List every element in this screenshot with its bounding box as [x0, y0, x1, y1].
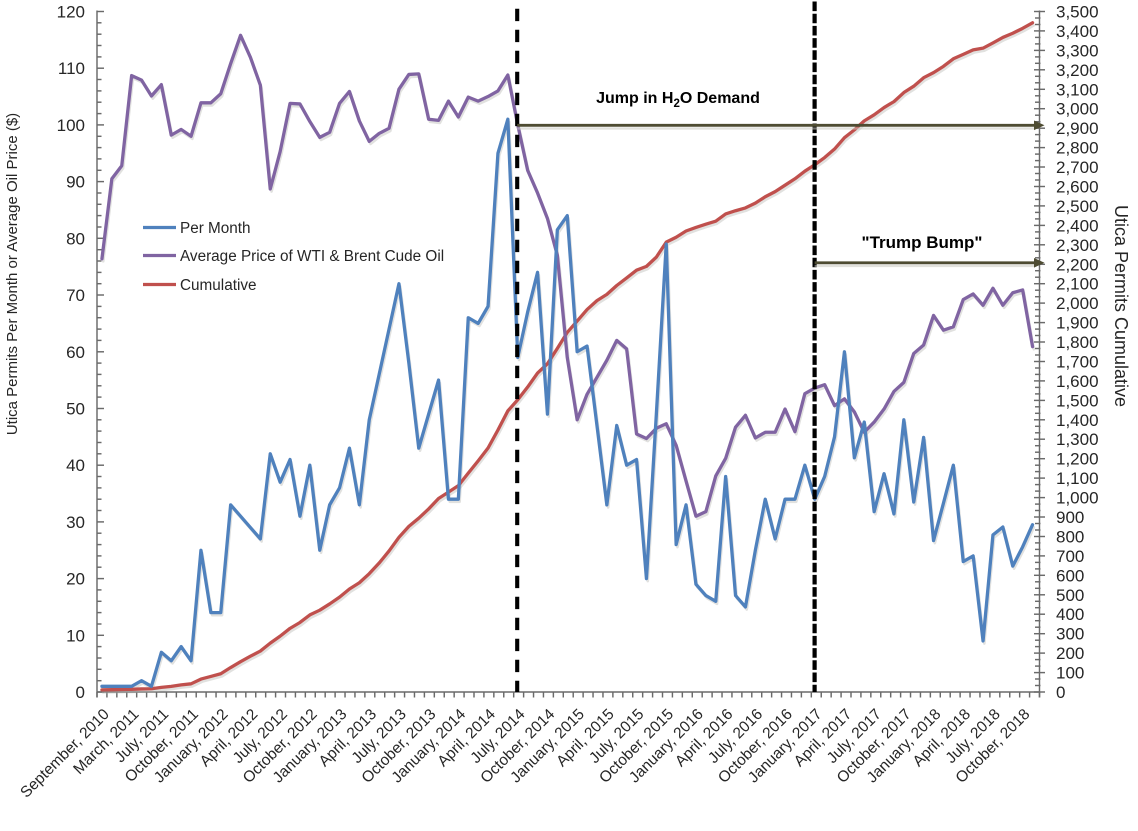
svg-text:1,600: 1,600 [1056, 372, 1099, 391]
svg-text:40: 40 [66, 456, 85, 475]
svg-text:2,500: 2,500 [1056, 197, 1099, 216]
svg-text:2,100: 2,100 [1056, 275, 1099, 294]
svg-text:800: 800 [1056, 528, 1084, 547]
svg-text:0: 0 [76, 683, 85, 702]
svg-text:3,400: 3,400 [1056, 22, 1099, 41]
svg-text:2,700: 2,700 [1056, 158, 1099, 177]
svg-text:3,100: 3,100 [1056, 80, 1099, 99]
svg-text:1,200: 1,200 [1056, 450, 1099, 469]
svg-text:2,200: 2,200 [1056, 255, 1099, 274]
svg-text:"Trump Bump": "Trump Bump" [862, 233, 983, 252]
svg-text:500: 500 [1056, 586, 1084, 605]
svg-text:Cumulative: Cumulative [180, 277, 257, 294]
svg-text:90: 90 [66, 173, 85, 192]
svg-text:120: 120 [57, 3, 85, 22]
svg-text:200: 200 [1056, 644, 1084, 663]
svg-text:100: 100 [57, 116, 85, 135]
svg-text:1,300: 1,300 [1056, 430, 1099, 449]
svg-text:2,400: 2,400 [1056, 216, 1099, 235]
svg-text:60: 60 [66, 343, 85, 362]
svg-text:1,800: 1,800 [1056, 333, 1099, 352]
svg-text:Per Month: Per Month [180, 220, 251, 237]
svg-text:Jump in H2O Demand: Jump in H2O Demand [596, 90, 760, 110]
svg-text:700: 700 [1056, 547, 1084, 566]
svg-text:300: 300 [1056, 625, 1084, 644]
svg-text:2,000: 2,000 [1056, 294, 1099, 313]
svg-text:70: 70 [66, 286, 85, 305]
svg-text:2,600: 2,600 [1056, 178, 1099, 197]
svg-text:3,300: 3,300 [1056, 41, 1099, 60]
svg-text:600: 600 [1056, 566, 1084, 585]
svg-text:30: 30 [66, 513, 85, 532]
svg-text:2,300: 2,300 [1056, 236, 1099, 255]
svg-text:2,800: 2,800 [1056, 139, 1099, 158]
svg-text:2,900: 2,900 [1056, 119, 1099, 138]
svg-text:80: 80 [66, 229, 85, 248]
svg-text:1,100: 1,100 [1056, 469, 1099, 488]
svg-text:400: 400 [1056, 605, 1084, 624]
svg-text:900: 900 [1056, 508, 1084, 527]
svg-text:10: 10 [66, 626, 85, 645]
svg-text:110: 110 [58, 59, 85, 78]
svg-text:20: 20 [66, 570, 85, 589]
svg-text:1,400: 1,400 [1056, 411, 1099, 430]
svg-text:3,200: 3,200 [1056, 61, 1099, 80]
svg-text:1,700: 1,700 [1056, 353, 1099, 372]
svg-text:1,900: 1,900 [1056, 314, 1099, 333]
svg-text:50: 50 [66, 400, 85, 419]
svg-text:3,500: 3,500 [1056, 3, 1099, 22]
svg-text:100: 100 [1056, 664, 1084, 683]
svg-text:1,000: 1,000 [1056, 489, 1099, 508]
svg-text:Utica Permits Cumulative: Utica Permits Cumulative [1111, 205, 1131, 407]
svg-text:3,000: 3,000 [1056, 100, 1099, 119]
svg-text:Average Price of WTI & Brent C: Average Price of WTI & Brent Cude Oil [180, 248, 444, 265]
svg-text:0: 0 [1056, 683, 1065, 702]
svg-text:1,500: 1,500 [1056, 391, 1099, 410]
svg-text:Utica Permits Per Month or Ave: Utica Permits Per Month or Average Oil P… [4, 113, 21, 435]
